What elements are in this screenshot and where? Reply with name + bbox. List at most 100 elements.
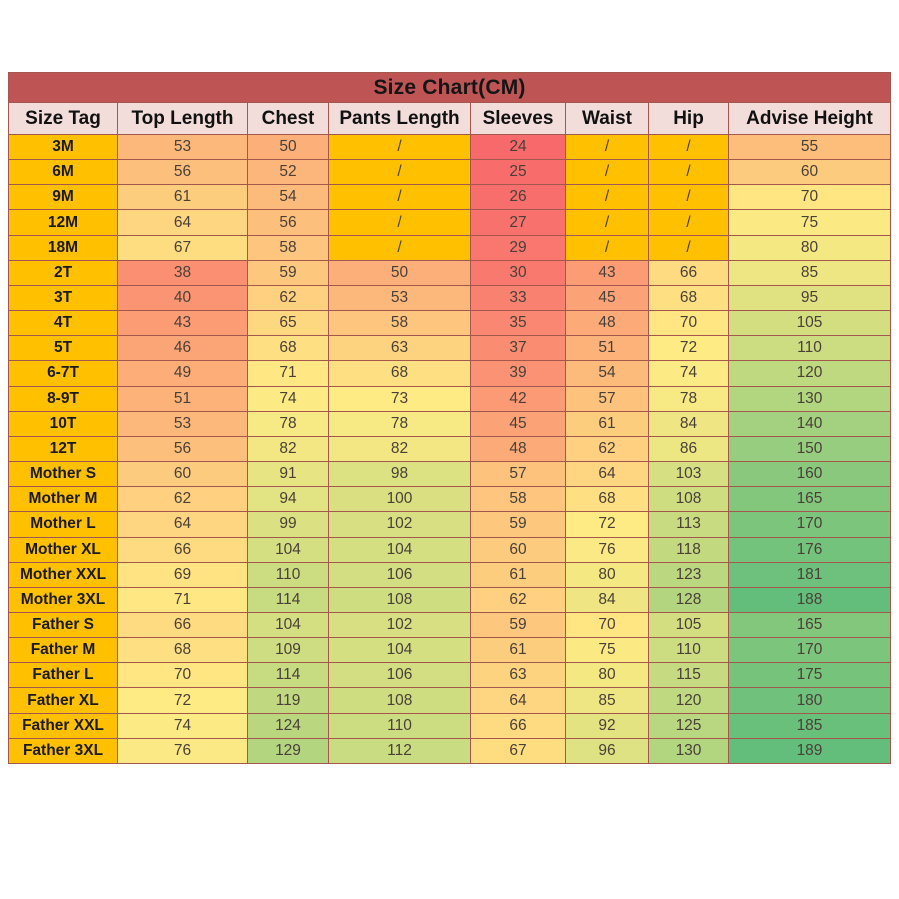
- value-cell: 60: [117, 461, 248, 488]
- size-tag-cell: Father XL: [8, 687, 118, 714]
- table-row: 18M 67 58/29//80: [8, 234, 892, 261]
- value-cell: 40: [117, 284, 248, 312]
- table-row: Father S 66 104 102 59 70 105 165: [8, 611, 892, 639]
- value-cell: 42: [470, 385, 566, 412]
- value-cell: 100: [328, 486, 471, 513]
- column-header: Top Length: [117, 102, 248, 135]
- value-cell: 26: [470, 184, 566, 211]
- value-cell: 45: [565, 284, 649, 312]
- value-cell: 129: [247, 737, 329, 764]
- table-row: Father M 68 109 104 61 75 110 170: [8, 637, 892, 664]
- column-header: Waist: [565, 102, 649, 135]
- table-row: 2T 38 59 50 30 43 66 85: [8, 259, 892, 286]
- value-cell: 56: [247, 209, 329, 236]
- value-cell: /: [328, 209, 471, 236]
- value-cell: 188: [727, 586, 892, 613]
- value-cell: /: [648, 184, 729, 211]
- value-cell: 175: [727, 662, 892, 689]
- value-cell: 48: [470, 435, 566, 463]
- value-cell: 68: [247, 335, 329, 362]
- value-cell: 48: [565, 310, 649, 337]
- table-row: 3M 53 50/24//55: [8, 133, 892, 161]
- value-cell: /: [328, 234, 471, 261]
- table-row: Father L 70 114 106 63 80 115 175: [8, 662, 892, 689]
- size-tag-cell: 3M: [8, 133, 118, 161]
- value-cell: 94: [247, 486, 329, 513]
- value-cell: 60: [727, 159, 892, 186]
- value-cell: 114: [247, 586, 329, 613]
- value-cell: 64: [470, 687, 566, 714]
- value-cell: 67: [470, 737, 566, 764]
- value-cell: 59: [470, 511, 566, 538]
- value-cell: /: [328, 184, 471, 211]
- value-cell: 98: [328, 461, 471, 488]
- value-cell: 176: [727, 536, 892, 563]
- value-cell: 68: [117, 637, 248, 664]
- value-cell: 108: [328, 687, 471, 714]
- value-cell: 58: [328, 310, 471, 337]
- size-tag-cell: 12M: [8, 209, 118, 236]
- value-cell: 80: [565, 662, 649, 689]
- value-cell: 92: [565, 712, 649, 739]
- value-cell: 110: [328, 712, 471, 739]
- value-cell: 56: [117, 435, 248, 463]
- value-cell: 165: [727, 611, 892, 639]
- value-cell: 57: [565, 385, 649, 412]
- table-row: Father XXL 74 124 110 66 92 125 185: [8, 712, 892, 739]
- value-cell: 46: [117, 335, 248, 362]
- value-cell: 35: [470, 310, 566, 337]
- value-cell: 70: [565, 611, 649, 639]
- table-row: Father 3XL 76 129 112 67 96 130 189: [8, 737, 892, 764]
- table-row: 12M 64 56/27//75: [8, 209, 892, 236]
- column-header: Hip: [648, 102, 729, 135]
- size-tag-cell: 4T: [8, 310, 118, 337]
- value-cell: 66: [117, 536, 248, 563]
- value-cell: 106: [328, 561, 471, 588]
- value-cell: 54: [247, 184, 329, 211]
- value-cell: 70: [727, 184, 892, 211]
- value-cell: 53: [328, 284, 471, 312]
- value-cell: 61: [470, 637, 566, 664]
- value-cell: 110: [247, 561, 329, 588]
- value-cell: 52: [247, 159, 329, 186]
- size-tag-cell: Mother S: [8, 461, 118, 488]
- value-cell: 104: [247, 611, 329, 639]
- value-cell: 71: [117, 586, 248, 613]
- value-cell: /: [328, 159, 471, 186]
- value-cell: 69: [117, 561, 248, 588]
- column-header: Size Tag: [8, 102, 118, 135]
- value-cell: 170: [727, 511, 892, 538]
- value-cell: 62: [470, 586, 566, 613]
- size-tag-cell: Father M: [8, 637, 118, 664]
- value-cell: 33: [470, 284, 566, 312]
- size-tag-cell: Mother 3XL: [8, 586, 118, 613]
- value-cell: /: [565, 184, 649, 211]
- value-cell: /: [565, 133, 649, 161]
- value-cell: 128: [648, 586, 729, 613]
- value-cell: 85: [565, 687, 649, 714]
- size-tag-cell: Father XXL: [8, 712, 118, 739]
- value-cell: 62: [117, 486, 248, 513]
- value-cell: 64: [117, 209, 248, 236]
- value-cell: 112: [328, 737, 471, 764]
- header-row: Size Tag Top Length Chest Pants Length Sleev…: [8, 102, 892, 135]
- size-tag-cell: Mother L: [8, 511, 118, 538]
- value-cell: 63: [328, 335, 471, 362]
- value-cell: 119: [247, 687, 329, 714]
- table-row: Father XL 72 119 108 64 85 120 180: [8, 687, 892, 714]
- size-tag-cell: 8-9T: [8, 385, 118, 412]
- value-cell: 76: [565, 536, 649, 563]
- value-cell: 170: [727, 637, 892, 664]
- value-cell: 130: [727, 385, 892, 412]
- value-cell: 72: [117, 687, 248, 714]
- table-row: Mother S 60 91 98 57 64 103 160: [8, 461, 892, 488]
- value-cell: 73: [328, 385, 471, 412]
- value-cell: 66: [117, 611, 248, 639]
- value-cell: 66: [648, 259, 729, 286]
- value-cell: 104: [328, 637, 471, 664]
- value-cell: /: [565, 159, 649, 186]
- value-cell: 50: [328, 259, 471, 286]
- size-tag-cell: 3T: [8, 284, 118, 312]
- table-row: 9M 61 54/26//70: [8, 184, 892, 211]
- value-cell: /: [648, 133, 729, 161]
